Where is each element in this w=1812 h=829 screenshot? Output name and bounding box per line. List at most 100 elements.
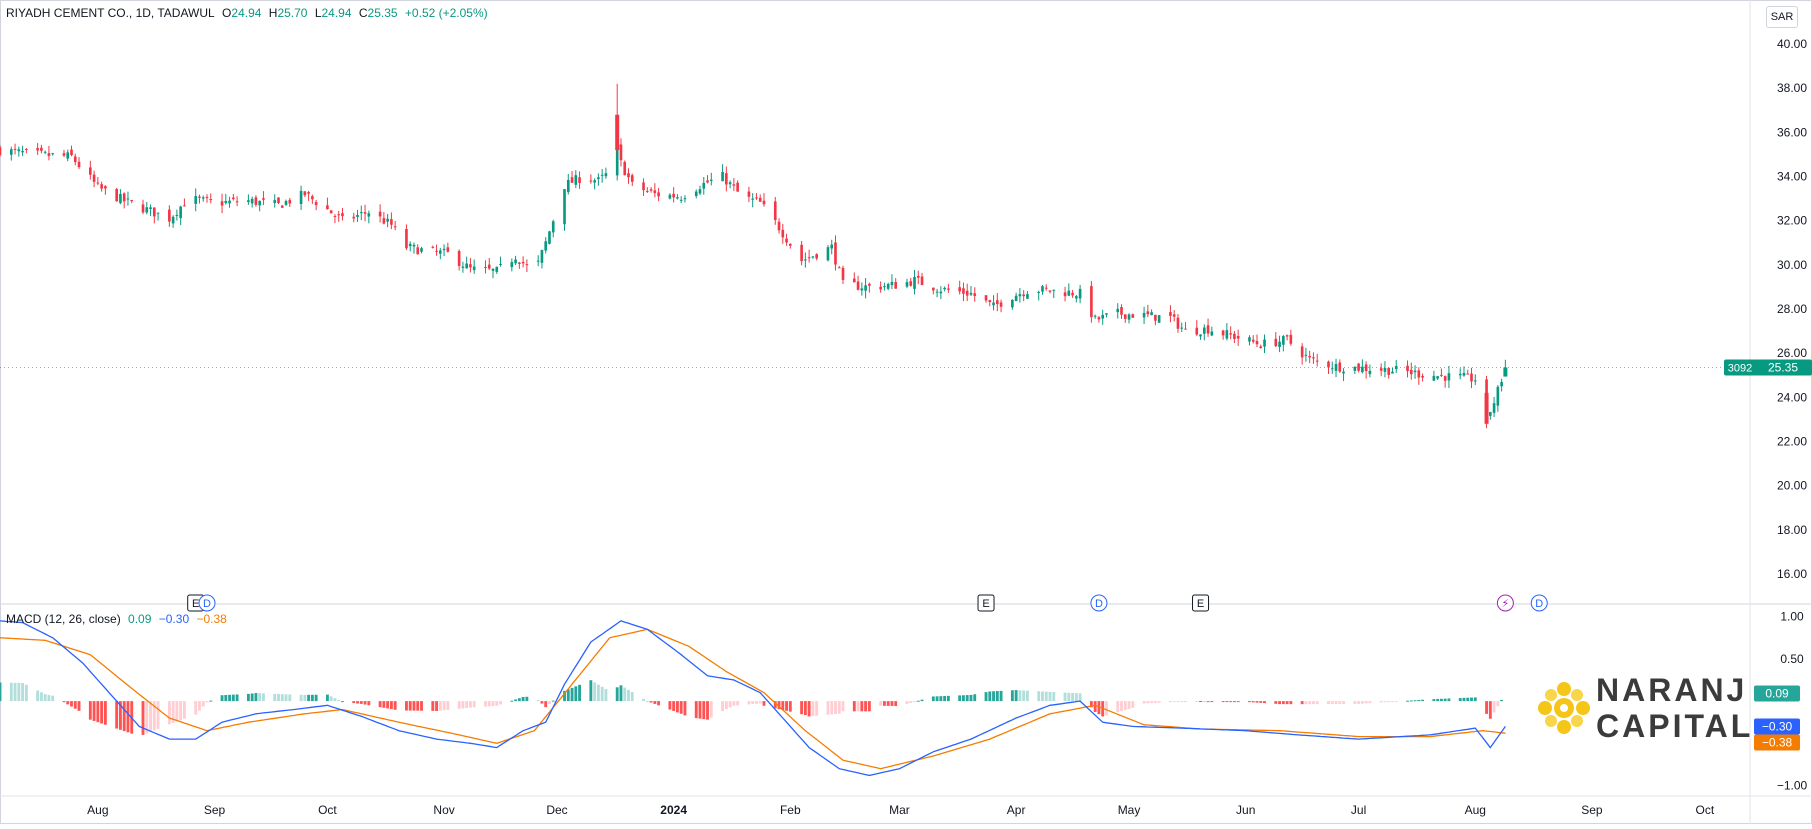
candle-body	[1101, 314, 1105, 319]
macd-histogram-bar	[258, 693, 262, 702]
candle-body	[510, 262, 514, 268]
macd-histogram-bar	[337, 700, 341, 702]
earnings-marker	[1192, 594, 1210, 612]
candle-body	[1289, 334, 1293, 344]
price-tick-label: 32.00	[1777, 214, 1807, 228]
macd-signal-tag: −0.38	[1762, 735, 1793, 749]
candle-body	[115, 189, 118, 202]
candle-body	[920, 276, 924, 286]
macd-histogram-bar	[100, 701, 104, 724]
price-tick-label: 40.00	[1777, 37, 1807, 51]
candle-body	[341, 213, 344, 217]
macd-histogram-bar	[378, 701, 382, 708]
candle-body	[258, 200, 261, 206]
macd-histogram-bar	[1383, 701, 1387, 703]
candle-body	[593, 180, 596, 183]
candle-body	[939, 291, 943, 294]
candle-body	[1274, 338, 1278, 347]
candle-body	[465, 263, 468, 269]
macd-histogram-bar	[544, 701, 548, 708]
candle-body	[672, 193, 675, 198]
candle-body	[751, 198, 755, 200]
macd-histogram-bar	[521, 696, 525, 702]
candle-body	[1312, 357, 1315, 359]
macd-histogram-bar	[484, 701, 487, 707]
macd-histogram-bar	[867, 701, 871, 712]
macd-histogram-bar	[747, 701, 751, 705]
macd-histogram-bar	[51, 695, 55, 702]
time-tick-label: Apr	[1007, 803, 1026, 817]
candle-body	[1308, 355, 1311, 358]
time-tick-label: Sep	[1581, 803, 1603, 817]
candle-body	[1447, 373, 1451, 381]
macd-histogram-bar	[630, 692, 634, 702]
macd-histogram-bar	[495, 701, 499, 706]
candle-body	[679, 199, 683, 201]
macd-histogram-bar	[1105, 701, 1108, 716]
candle-body	[303, 191, 307, 196]
candle-body	[1364, 364, 1368, 372]
candle-body	[1492, 403, 1496, 413]
candle-body	[566, 179, 570, 193]
macd-histogram-bar	[1093, 701, 1097, 712]
macd-histogram-bar	[457, 701, 461, 709]
candle-body	[698, 189, 702, 194]
macd-histogram-bar	[314, 694, 318, 702]
macd-histogram-bar	[1327, 701, 1330, 705]
macd-histogram-bar	[1439, 698, 1443, 702]
macd-histogram-bar	[333, 698, 337, 702]
macd-histogram-bar	[905, 701, 909, 704]
macd-histogram-bar	[781, 701, 785, 710]
candle-body	[47, 153, 51, 157]
candle-body	[378, 211, 382, 217]
candle-body	[807, 257, 811, 259]
macd-histogram-bar	[88, 701, 92, 720]
macd-histogram-bar	[9, 682, 13, 702]
currency-button[interactable]: SAR	[1766, 6, 1798, 28]
macd-histogram-bar	[1041, 691, 1044, 702]
macd-histogram-bar	[965, 695, 969, 702]
candle-body	[1157, 315, 1161, 323]
macd-histogram-bar	[679, 701, 683, 714]
macd-histogram-bar	[21, 682, 25, 702]
candle-body	[446, 247, 450, 252]
macd-histogram-bar	[1010, 690, 1014, 702]
candle-body	[653, 190, 657, 194]
candle-body	[43, 151, 47, 153]
candle-body	[932, 287, 935, 291]
price-tag: 25.35	[1768, 361, 1798, 375]
candle-body	[220, 201, 224, 206]
macd-histogram-bar	[879, 701, 883, 706]
macd-histogram-bar	[235, 694, 239, 702]
candle-body	[1330, 368, 1334, 370]
macd-histogram-bar	[310, 694, 314, 702]
candle-body	[51, 153, 55, 155]
candle-body	[789, 243, 792, 246]
candle-body	[630, 175, 634, 182]
macd-histogram-bar	[389, 701, 393, 710]
candle-body	[1263, 339, 1266, 347]
candle-body	[73, 156, 77, 163]
macd-histogram-bar	[811, 701, 815, 717]
candle-body	[205, 196, 209, 198]
macd-histogram-bar	[1229, 701, 1233, 703]
candle-body	[1361, 366, 1364, 373]
low-value: 24.94	[321, 6, 352, 20]
price-tag-bg	[1754, 359, 1812, 376]
candle-body	[913, 276, 916, 289]
candle-body	[288, 199, 292, 204]
split-marker-label: ⚡	[1502, 598, 1510, 610]
macd-histogram-bar	[751, 701, 755, 705]
candle-body	[777, 221, 781, 231]
macd-histogram-bar	[517, 698, 521, 702]
macd-histogram-bar	[0, 682, 2, 702]
candle-body	[1432, 375, 1436, 381]
open-value: 24.94	[231, 6, 262, 20]
candle-body	[1206, 325, 1210, 334]
candle-body	[709, 179, 713, 181]
macd-histogram-bar	[920, 699, 924, 702]
candle-body	[1090, 286, 1093, 318]
macd-histogram-bar	[1488, 701, 1492, 719]
